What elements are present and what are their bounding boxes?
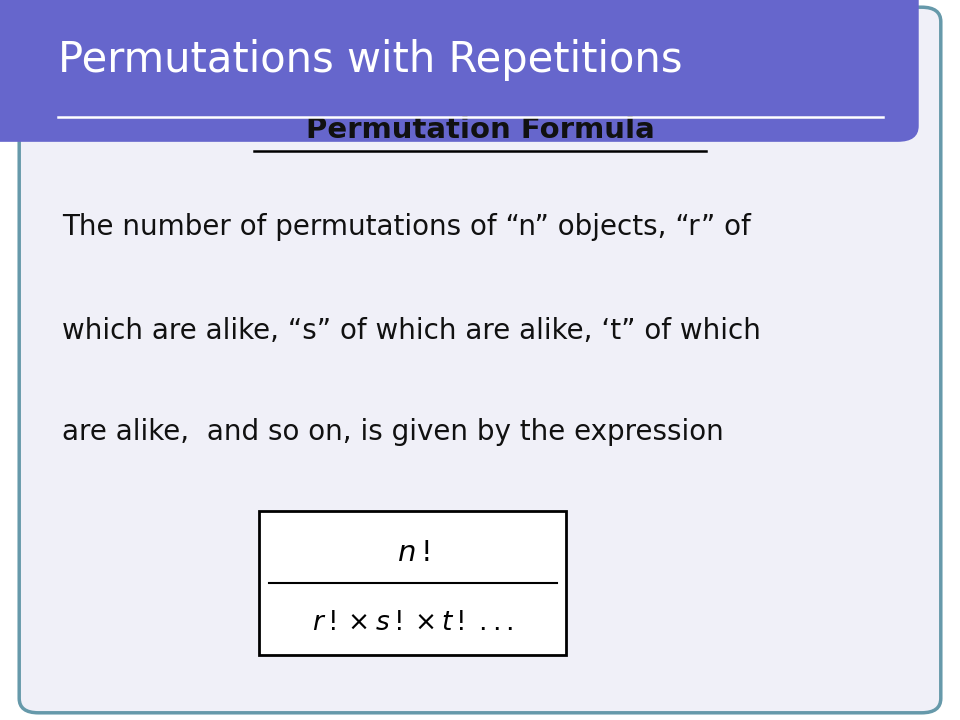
Text: $n\,!$: $n\,!$ xyxy=(396,542,429,567)
FancyBboxPatch shape xyxy=(0,0,919,142)
Text: Permutations with Repetitions: Permutations with Repetitions xyxy=(58,40,683,81)
Text: which are alike, “s” of which are alike, ‘t” of which: which are alike, “s” of which are alike,… xyxy=(62,318,761,345)
Text: are alike,  and so on, is given by the expression: are alike, and so on, is given by the ex… xyxy=(62,418,724,446)
Text: The number of permutations of “n” objects, “r” of: The number of permutations of “n” object… xyxy=(62,213,751,240)
Text: Permutation Formula: Permutation Formula xyxy=(305,116,655,143)
Text: $r\,! \times s\,! \times t\,! \;...$: $r\,! \times s\,! \times t\,! \;...$ xyxy=(312,611,514,636)
FancyBboxPatch shape xyxy=(19,7,941,713)
FancyBboxPatch shape xyxy=(259,511,566,655)
Bar xyxy=(0,69,898,126)
